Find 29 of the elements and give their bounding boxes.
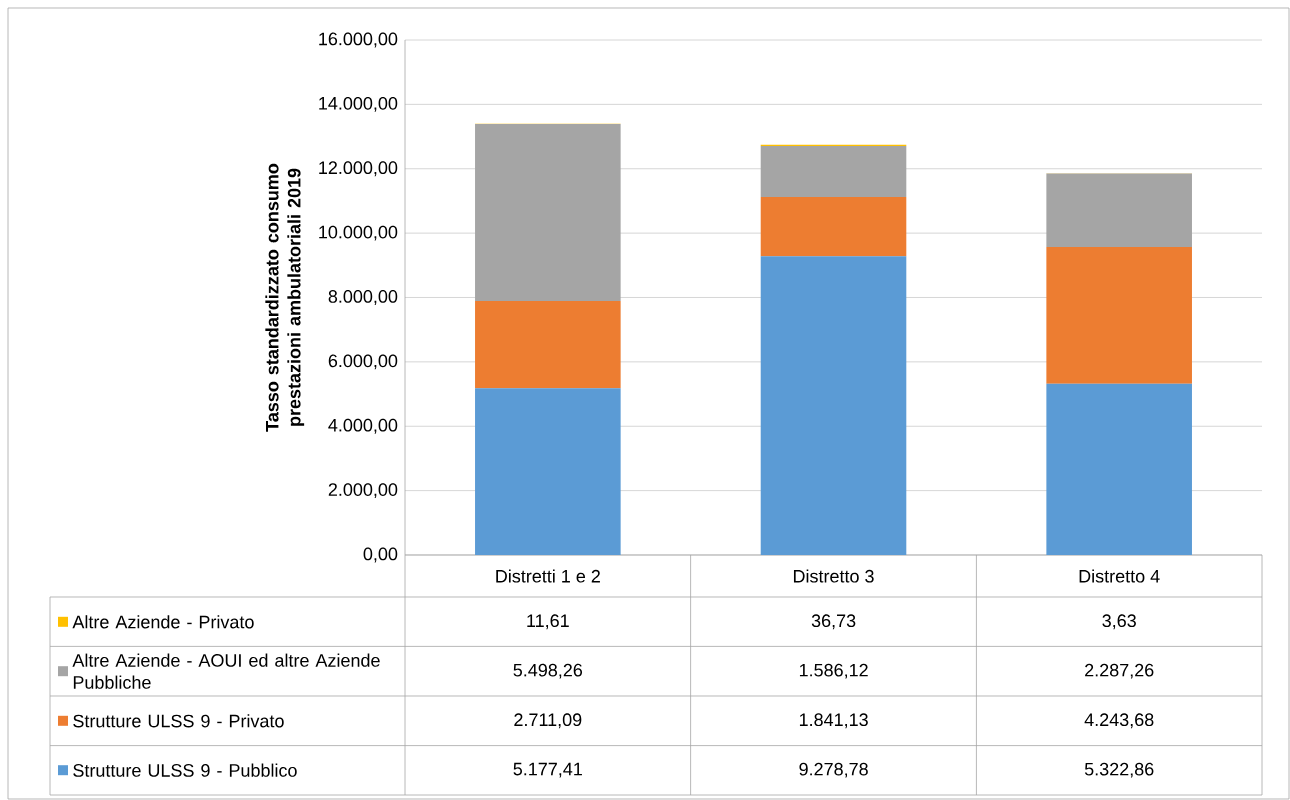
y-axis-title: Tasso standardizzato consumo prestazioni ambulatoriali 2019 — [265, 163, 305, 432]
data-label: 3,63 — [1102, 614, 1136, 630]
data-label: 2.711,09 — [514, 713, 582, 729]
y-tick-label: 2.000,00 — [328, 483, 398, 499]
y-tick-label: 6.000,00 — [328, 354, 398, 370]
y-tick-label: 12.000,00 — [319, 161, 398, 177]
y-tick-label: 0,00 — [363, 547, 398, 563]
x-tick-label: Distretto 4 — [1079, 569, 1160, 583]
legend-label: Altre Aziende - Privato — [72, 615, 254, 629]
legend-label: Strutture ULSS 9 - Pubblico — [73, 763, 297, 777]
legend-label: Altre Aziende - AOUI ed altre Aziende Pubbliche — [72, 653, 380, 689]
data-label: 5.498,26 — [513, 663, 583, 679]
data-label: 2.287,26 — [1085, 663, 1154, 679]
legend-label: Strutture ULSS 9 - Privato — [73, 714, 284, 728]
x-tick-label: Distretto 3 — [793, 569, 874, 583]
data-label: 5.177,41 — [513, 762, 582, 778]
x-tick-label: Distretti 1 e 2 — [496, 569, 600, 583]
y-tick-label: 8.000,00 — [328, 290, 398, 305]
data-label: 36,73 — [811, 614, 856, 630]
y-tick-label: 14.000,00 — [319, 96, 398, 112]
data-label: 1.586,12 — [799, 663, 868, 679]
y-tick-label: 4.000,00 — [328, 418, 398, 434]
data-label: 5.322,86 — [1084, 762, 1154, 778]
data-label: 11,61 — [527, 614, 569, 630]
y-tick-label: 16.000,00 — [319, 32, 398, 48]
data-label: 1.841,13 — [799, 713, 868, 729]
data-label: 4.243,68 — [1084, 713, 1154, 729]
y-tick-label: 10.000,00 — [319, 225, 398, 241]
data-label: 9.278,78 — [799, 762, 868, 778]
